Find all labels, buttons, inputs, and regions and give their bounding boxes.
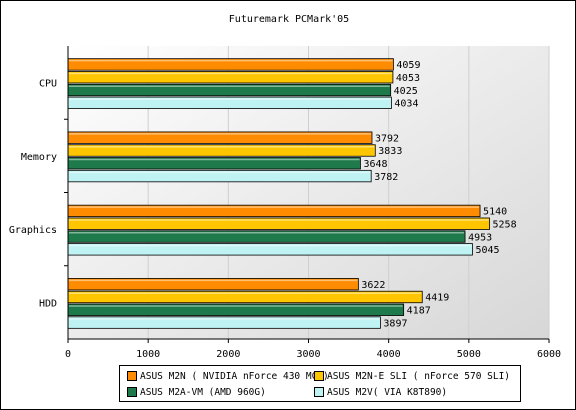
x-tick-label: 5000	[457, 349, 481, 360]
data-label: 4419	[425, 293, 449, 304]
x-tick-label: 6000	[537, 349, 561, 360]
category-label: Memory	[21, 152, 57, 163]
data-label: 5045	[475, 245, 499, 256]
legend-item: ASUS M2N-E SLI ( nForce 570 SLI)	[314, 369, 510, 383]
legend-item: ASUS M2N ( NVIDIA nForce 430 MCP)	[127, 369, 329, 383]
data-label: 5258	[493, 219, 517, 230]
data-label: 3833	[378, 146, 402, 157]
data-label: 3792	[375, 133, 399, 144]
x-tick-label: 4000	[377, 349, 401, 360]
legend-swatch	[314, 387, 324, 397]
data-label: 4187	[407, 306, 431, 317]
data-label: 4053	[396, 73, 420, 84]
category-label: CPU	[39, 79, 57, 90]
data-label: 4034	[394, 99, 418, 110]
data-label: 3622	[361, 280, 385, 291]
x-tick-label: 3000	[296, 349, 320, 360]
x-tick-label: 1000	[136, 349, 160, 360]
axis-layer: 0 1000 2000 3000 4000 5000 6000 CPU Memory Graphi…	[9, 46, 561, 360]
legend: ASUS M2N ( NVIDIA nForce 430 MCP) ASUS M2…	[119, 365, 521, 402]
data-label: 5140	[483, 207, 507, 218]
legend-swatch	[127, 387, 137, 397]
chart-plot: 4059 4053 4025 4034 3792 3833 3648 3782 51405258…	[9, 46, 561, 360]
data-label: 3782	[374, 172, 398, 183]
chart-title: Futuremark PCMark'05	[228, 14, 350, 25]
legend-item: ASUS M2V( VIA K8T890)	[314, 385, 447, 399]
data-label: 4059	[396, 60, 420, 71]
data-label: 4025	[394, 86, 418, 97]
legend-label: ASUS M2V( VIA K8T890)	[327, 386, 448, 398]
legend-swatch	[127, 371, 137, 381]
data-label: 4953	[468, 232, 492, 243]
legend-item: ASUS M2A-VM (AMD 960G)	[127, 385, 266, 399]
x-tick-label: 2000	[216, 349, 240, 360]
legend-label: ASUS M2A-VM (AMD 960G)	[140, 386, 266, 398]
legend-label: ASUS M2N ( NVIDIA nForce 430 MCP)	[140, 370, 329, 382]
x-tick-label: 0	[65, 349, 71, 360]
data-label: 3648	[363, 159, 387, 170]
category-label: HDD	[39, 298, 57, 309]
category-label: Graphics	[9, 225, 57, 236]
data-label: 3897	[383, 318, 407, 329]
legend-label: ASUS M2N-E SLI ( nForce 570 SLI)	[327, 370, 511, 382]
legend-swatch	[314, 371, 324, 381]
bars-layer: 4059 4053 4025 4034 3792 3833 3648 3782 51405258…	[67, 58, 517, 329]
